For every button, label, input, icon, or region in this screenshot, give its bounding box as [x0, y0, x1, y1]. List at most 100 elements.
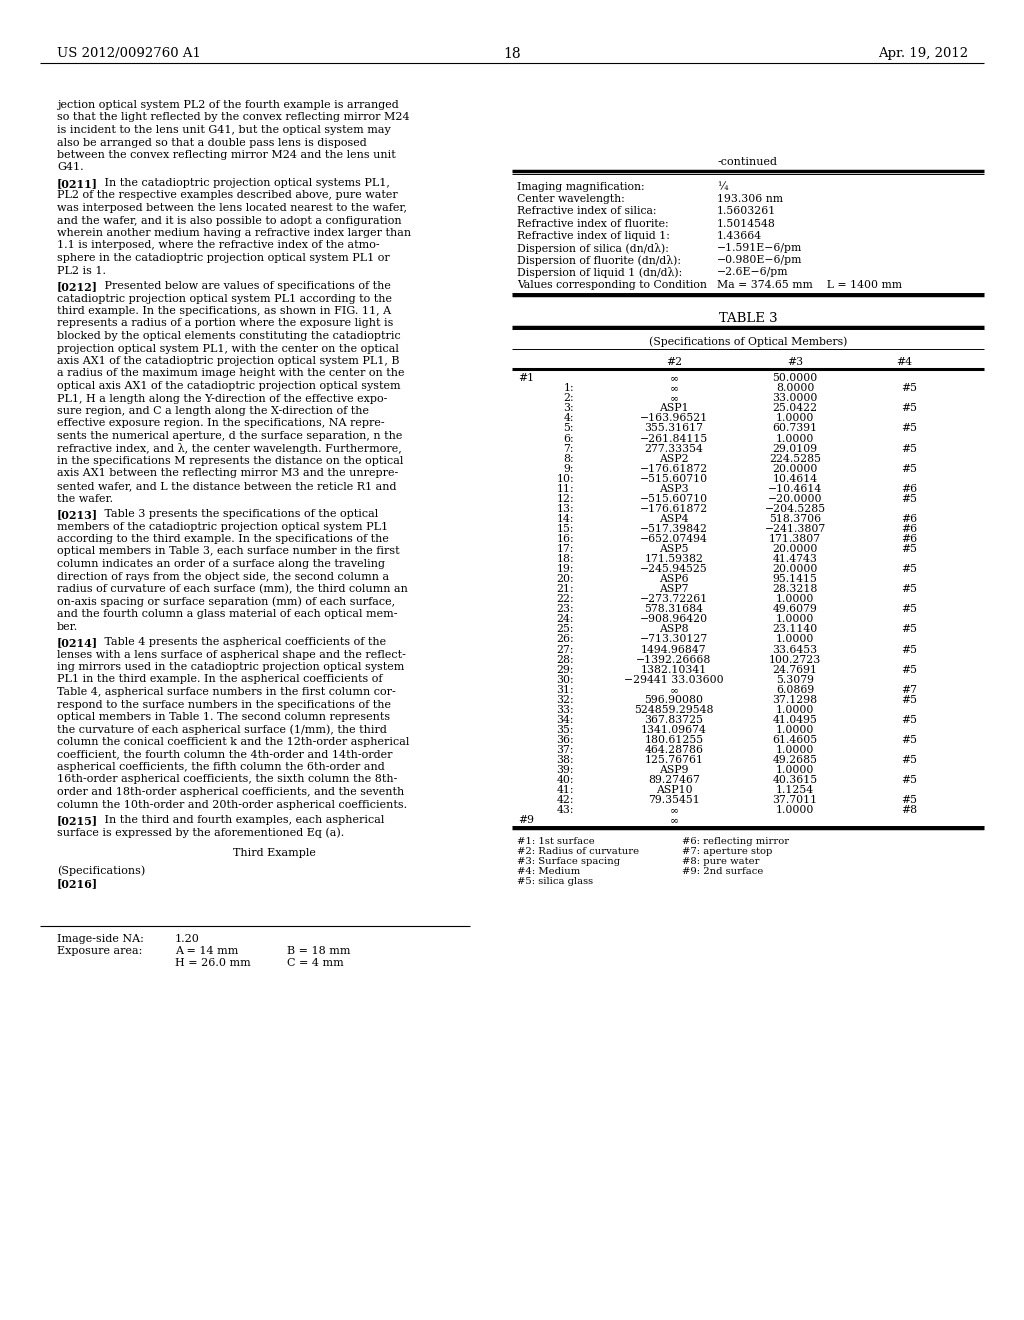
Text: Refractive index of fluorite:: Refractive index of fluorite:	[517, 219, 669, 228]
Text: 40.3615: 40.3615	[772, 775, 817, 785]
Text: #5: #5	[901, 404, 918, 413]
Text: #5: #5	[901, 383, 918, 393]
Text: C = 4 mm: C = 4 mm	[287, 958, 344, 969]
Text: 18:: 18:	[556, 554, 574, 564]
Text: 29.0109: 29.0109	[772, 444, 817, 454]
Text: 1.5603261: 1.5603261	[717, 206, 776, 216]
Text: #5: #5	[901, 605, 918, 614]
Text: −517.39842: −517.39842	[640, 524, 708, 535]
Text: 596.90080: 596.90080	[644, 694, 703, 705]
Text: 125.76761: 125.76761	[644, 755, 703, 766]
Text: in the specifications M represents the distance on the optical: in the specifications M represents the d…	[57, 455, 403, 466]
Text: 95.1415: 95.1415	[772, 574, 817, 585]
Text: PL1, H a length along the Y-direction of the effective expo-: PL1, H a length along the Y-direction of…	[57, 393, 387, 404]
Text: #5: #5	[901, 644, 918, 655]
Text: 37.7011: 37.7011	[772, 795, 817, 805]
Text: −908.96420: −908.96420	[640, 614, 708, 624]
Text: #5: #5	[901, 755, 918, 766]
Text: PL2 of the respective examples described above, pure water: PL2 of the respective examples described…	[57, 190, 397, 201]
Text: 16:: 16:	[556, 535, 574, 544]
Text: #4: #4	[896, 356, 912, 367]
Text: on-axis spacing or surface separation (mm) of each surface,: on-axis spacing or surface separation (m…	[57, 597, 395, 607]
Text: 9:: 9:	[563, 463, 574, 474]
Text: -continued: -continued	[718, 157, 778, 168]
Text: lenses with a lens surface of aspherical shape and the reflect-: lenses with a lens surface of aspherical…	[57, 649, 406, 660]
Text: −273.72261: −273.72261	[640, 594, 709, 605]
Text: #9: 2nd surface: #9: 2nd surface	[682, 867, 763, 876]
Text: PL1 in the third example. In the aspherical coefficients of: PL1 in the third example. In the aspheri…	[57, 675, 383, 685]
Text: B = 18 mm: B = 18 mm	[287, 946, 350, 956]
Text: 355.31617: 355.31617	[644, 424, 703, 433]
Text: axis AX1 between the reflecting mirror M3 and the unrepre-: axis AX1 between the reflecting mirror M…	[57, 469, 398, 479]
Text: 49.2685: 49.2685	[772, 755, 817, 766]
Text: column indicates an order of a surface along the traveling: column indicates an order of a surface a…	[57, 558, 385, 569]
Text: #5: #5	[901, 424, 918, 433]
Text: #8: #8	[901, 805, 918, 816]
Text: radius of curvature of each surface (mm), the third column an: radius of curvature of each surface (mm)…	[57, 583, 408, 594]
Text: ∞: ∞	[670, 393, 679, 404]
Text: 36:: 36:	[556, 735, 574, 744]
Text: 8:: 8:	[563, 454, 574, 463]
Text: ASP1: ASP1	[659, 404, 689, 413]
Text: the wafer.: the wafer.	[57, 494, 113, 503]
Text: #5: #5	[901, 544, 918, 554]
Text: ASP7: ASP7	[659, 585, 689, 594]
Text: 1.0000: 1.0000	[776, 614, 814, 624]
Text: #5: #5	[901, 624, 918, 635]
Text: [0213]: [0213]	[57, 510, 98, 520]
Text: −652.07494: −652.07494	[640, 535, 708, 544]
Text: 22:: 22:	[556, 594, 574, 605]
Text: −176.61872: −176.61872	[640, 504, 709, 513]
Text: 6.0869: 6.0869	[776, 685, 814, 694]
Text: 41.0495: 41.0495	[772, 715, 817, 725]
Text: 37.1298: 37.1298	[772, 694, 817, 705]
Text: ASP2: ASP2	[659, 454, 689, 463]
Text: 524859.29548: 524859.29548	[634, 705, 714, 715]
Text: 100.2723: 100.2723	[769, 655, 821, 664]
Text: 1382.10341: 1382.10341	[641, 665, 708, 675]
Text: In the catadioptric projection optical systems PL1,: In the catadioptric projection optical s…	[94, 178, 390, 187]
Text: 180.61255: 180.61255	[644, 735, 703, 744]
Text: Table 4 presents the aspherical coefficients of the: Table 4 presents the aspherical coeffici…	[94, 638, 386, 647]
Text: optical members in Table 3, each surface number in the first: optical members in Table 3, each surface…	[57, 546, 399, 557]
Text: 15:: 15:	[556, 524, 574, 535]
Text: 23.1140: 23.1140	[772, 624, 817, 635]
Text: a radius of the maximum image height with the center on the: a radius of the maximum image height wit…	[57, 368, 404, 379]
Text: 19:: 19:	[556, 564, 574, 574]
Text: G41.: G41.	[57, 162, 84, 173]
Text: respond to the surface numbers in the specifications of the: respond to the surface numbers in the sp…	[57, 700, 391, 710]
Text: (Specifications): (Specifications)	[57, 866, 145, 876]
Text: sphere in the catadioptric projection optical system PL1 or: sphere in the catadioptric projection op…	[57, 253, 390, 263]
Text: Dispersion of fluorite (dn/dλ):: Dispersion of fluorite (dn/dλ):	[517, 255, 681, 267]
Text: #4: Medium: #4: Medium	[517, 867, 581, 876]
Text: 12:: 12:	[556, 494, 574, 504]
Text: optical members in Table 1. The second column represents: optical members in Table 1. The second c…	[57, 711, 390, 722]
Text: 14:: 14:	[556, 513, 574, 524]
Text: 5.3079: 5.3079	[776, 675, 814, 685]
Text: optical axis AX1 of the catadioptric projection optical system: optical axis AX1 of the catadioptric pro…	[57, 381, 400, 391]
Text: 224.5285: 224.5285	[769, 454, 821, 463]
Text: refractive index, and λ, the center wavelength. Furthermore,: refractive index, and λ, the center wave…	[57, 444, 401, 454]
Text: 20.0000: 20.0000	[772, 544, 818, 554]
Text: 60.7391: 60.7391	[772, 424, 817, 433]
Text: 89.27467: 89.27467	[648, 775, 700, 785]
Text: 35:: 35:	[556, 725, 574, 735]
Text: 1.0000: 1.0000	[776, 766, 814, 775]
Text: Apr. 19, 2012: Apr. 19, 2012	[878, 48, 968, 59]
Text: 20:: 20:	[556, 574, 574, 585]
Text: ASP10: ASP10	[655, 785, 692, 795]
Text: −176.61872: −176.61872	[640, 463, 709, 474]
Text: #8: pure water: #8: pure water	[682, 858, 760, 866]
Text: also be arranged so that a double pass lens is disposed: also be arranged so that a double pass l…	[57, 137, 367, 148]
Text: 277.33354: 277.33354	[644, 444, 703, 454]
Text: −515.60710: −515.60710	[640, 494, 708, 504]
Text: #5: #5	[901, 564, 918, 574]
Text: 1.0000: 1.0000	[776, 594, 814, 605]
Text: #6: #6	[901, 524, 918, 535]
Text: 1.5014548: 1.5014548	[717, 219, 776, 228]
Text: −713.30127: −713.30127	[640, 635, 709, 644]
Text: 8.0000: 8.0000	[776, 383, 814, 393]
Text: 1494.96847: 1494.96847	[641, 644, 707, 655]
Text: Third Example: Third Example	[233, 847, 316, 858]
Text: 578.31684: 578.31684	[644, 605, 703, 614]
